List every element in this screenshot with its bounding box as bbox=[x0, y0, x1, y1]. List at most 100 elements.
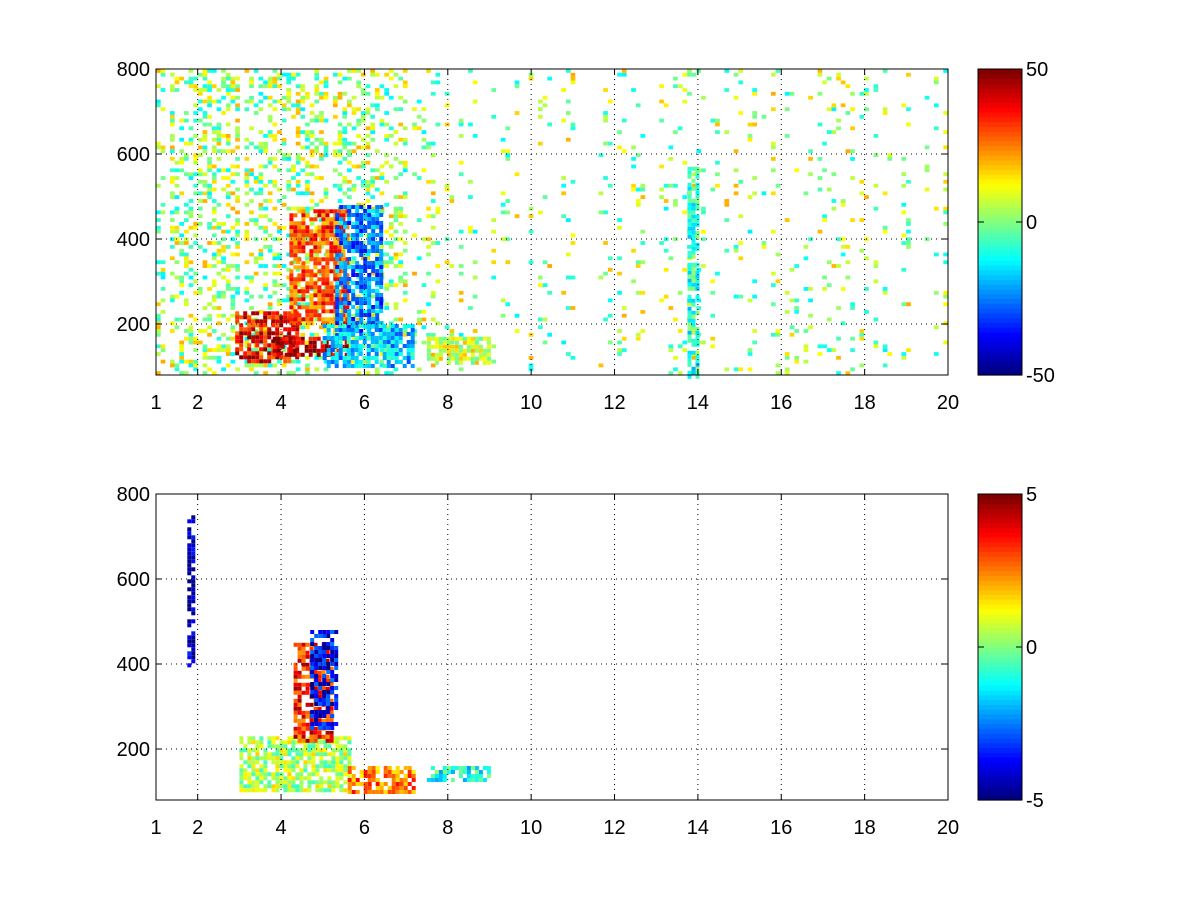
colorbar-swatch bbox=[978, 140, 1022, 147]
heatmap-cell bbox=[221, 348, 226, 352]
heatmap-cell bbox=[640, 329, 646, 333]
heatmap-cell bbox=[363, 786, 368, 790]
heatmap-cell bbox=[170, 145, 175, 150]
heatmap-cell bbox=[291, 260, 296, 265]
heatmap-cell bbox=[255, 784, 260, 789]
heatmap-cell bbox=[160, 267, 166, 272]
heatmap-cell bbox=[321, 305, 326, 310]
heatmap-cell bbox=[701, 229, 706, 234]
heatmap-cell bbox=[663, 103, 669, 108]
heatmap-cell bbox=[845, 260, 851, 265]
heatmap-cell bbox=[505, 260, 511, 265]
heatmap-cell bbox=[272, 137, 278, 142]
heatmap-cell bbox=[378, 328, 383, 332]
heatmap-cell bbox=[822, 168, 827, 173]
heatmap-cell bbox=[784, 218, 790, 222]
heatmap-cell bbox=[362, 356, 367, 360]
heatmap-cell bbox=[188, 141, 194, 146]
heatmap-cell bbox=[325, 225, 330, 230]
heatmap-cell bbox=[319, 764, 324, 769]
heatmap-cell bbox=[301, 221, 306, 226]
heatmap-cell bbox=[323, 744, 328, 749]
heatmap-cell bbox=[323, 149, 329, 154]
x-tick-label: 14 bbox=[687, 392, 709, 414]
colorbar-swatch bbox=[978, 785, 1022, 792]
heatmap-cell bbox=[334, 686, 339, 690]
heatmap-cell bbox=[170, 229, 175, 234]
heatmap-cell bbox=[324, 344, 329, 349]
heatmap-cell bbox=[361, 206, 366, 211]
heatmap-cell bbox=[873, 134, 879, 138]
heatmap-cell bbox=[325, 301, 330, 306]
heatmap-cell bbox=[333, 273, 338, 278]
heatmap-cell bbox=[267, 306, 273, 310]
heatmap-cell bbox=[356, 352, 361, 356]
heatmap-cell bbox=[300, 340, 305, 345]
grid-top bbox=[156, 69, 948, 375]
heatmap-cell bbox=[375, 205, 380, 209]
heatmap-cell bbox=[356, 294, 361, 299]
heatmap-cell bbox=[388, 225, 394, 230]
heatmap-cell bbox=[379, 301, 384, 305]
heatmap-cell bbox=[191, 619, 196, 624]
heatmap-cell bbox=[230, 336, 236, 341]
heatmap-cell bbox=[361, 145, 366, 150]
heatmap-cell bbox=[817, 122, 823, 127]
heatmap-cell bbox=[313, 245, 318, 250]
heatmap-cell bbox=[259, 768, 264, 773]
heatmap-cell bbox=[538, 141, 543, 146]
colorbar-swatch bbox=[978, 78, 1022, 84]
heatmap-cell bbox=[640, 183, 646, 188]
heatmap-cell bbox=[864, 88, 869, 92]
heatmap-cell bbox=[317, 245, 322, 250]
heatmap-cell bbox=[347, 301, 352, 305]
heatmap-cell bbox=[299, 756, 304, 761]
heatmap-cell bbox=[309, 313, 314, 318]
heatmap-cell bbox=[342, 130, 348, 134]
heatmap-cell bbox=[314, 634, 319, 638]
heatmap-cell bbox=[335, 748, 340, 753]
heatmap-cell bbox=[817, 91, 823, 96]
heatmap-cell bbox=[347, 76, 352, 81]
heatmap-cell bbox=[337, 91, 343, 96]
heatmap-cell bbox=[303, 752, 308, 757]
heatmap-cell bbox=[374, 324, 379, 328]
heatmap-cell bbox=[334, 654, 339, 658]
heatmap-cell bbox=[230, 359, 236, 364]
heatmap-cell bbox=[840, 202, 846, 207]
heatmap-cell bbox=[293, 710, 298, 715]
heatmap-cell bbox=[322, 698, 327, 702]
heatmap-cell bbox=[542, 95, 548, 100]
heatmap-cell bbox=[305, 317, 310, 322]
heatmap-cell bbox=[323, 752, 328, 757]
heatmap-cell bbox=[695, 270, 700, 275]
heatmap-cell bbox=[301, 666, 306, 671]
heatmap-cell bbox=[309, 257, 314, 262]
heatmap-cell bbox=[221, 222, 226, 226]
heatmap-cell bbox=[342, 191, 348, 196]
heatmap-cell bbox=[771, 157, 776, 161]
colorbar-swatch bbox=[978, 365, 1022, 371]
heatmap-cell bbox=[382, 332, 387, 336]
heatmap-cell bbox=[225, 202, 231, 207]
heatmap-cell bbox=[319, 91, 324, 96]
heatmap-cell bbox=[317, 233, 322, 238]
heatmap-cell bbox=[202, 248, 208, 253]
heatmap-cell bbox=[370, 183, 375, 188]
heatmap-cell bbox=[341, 321, 346, 326]
heatmap-cell bbox=[318, 722, 323, 726]
heatmap-cell bbox=[184, 218, 189, 222]
heatmap-cell bbox=[321, 309, 326, 314]
heatmap-cell bbox=[259, 323, 264, 328]
heatmap-cell bbox=[438, 774, 443, 778]
heatmap-cell bbox=[335, 305, 340, 309]
heatmap-cell bbox=[450, 770, 455, 774]
heatmap-cell bbox=[421, 137, 427, 142]
heatmap-cell bbox=[617, 225, 622, 230]
heatmap-cell bbox=[235, 84, 240, 89]
heatmap-cell bbox=[207, 348, 212, 352]
heatmap-cell bbox=[333, 95, 338, 100]
heatmap-cell bbox=[184, 172, 189, 177]
heatmap-cell bbox=[325, 738, 330, 743]
heatmap-cell bbox=[225, 352, 231, 356]
